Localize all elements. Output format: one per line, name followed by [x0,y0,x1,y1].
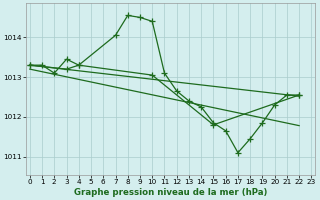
X-axis label: Graphe pression niveau de la mer (hPa): Graphe pression niveau de la mer (hPa) [74,188,267,197]
